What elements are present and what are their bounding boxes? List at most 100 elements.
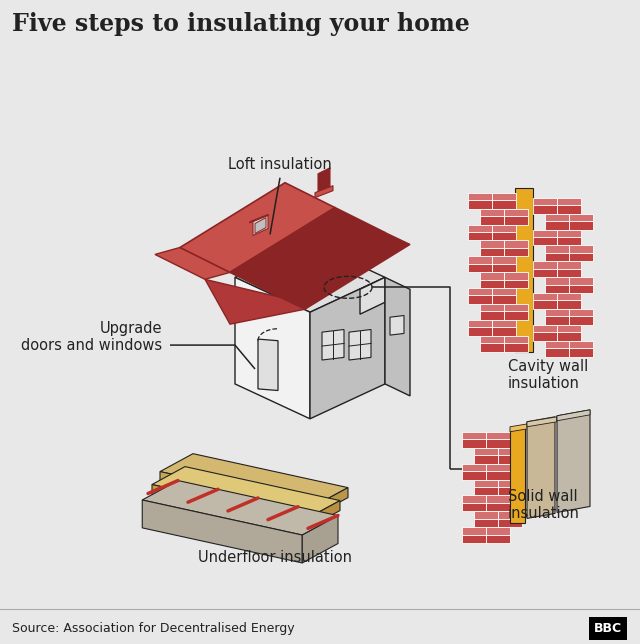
Polygon shape: [557, 261, 581, 269]
Polygon shape: [468, 256, 492, 263]
Polygon shape: [498, 455, 522, 464]
Polygon shape: [468, 320, 492, 327]
Polygon shape: [533, 229, 557, 237]
Polygon shape: [462, 439, 486, 448]
Polygon shape: [307, 500, 340, 529]
Polygon shape: [462, 471, 486, 480]
Polygon shape: [533, 269, 557, 278]
Polygon shape: [302, 516, 338, 563]
Polygon shape: [142, 500, 302, 563]
Polygon shape: [569, 316, 593, 325]
Polygon shape: [160, 453, 348, 506]
Polygon shape: [462, 464, 486, 471]
Polygon shape: [235, 278, 310, 419]
Polygon shape: [545, 214, 569, 221]
Polygon shape: [504, 343, 528, 352]
Polygon shape: [315, 185, 333, 198]
Text: BBC: BBC: [594, 622, 622, 636]
Polygon shape: [492, 289, 516, 296]
Polygon shape: [474, 487, 498, 495]
Polygon shape: [322, 330, 344, 360]
Polygon shape: [527, 417, 555, 518]
Polygon shape: [480, 209, 504, 216]
Polygon shape: [360, 278, 385, 314]
Text: Five steps to insulating your home: Five steps to insulating your home: [12, 12, 469, 36]
Polygon shape: [510, 422, 540, 431]
Polygon shape: [557, 325, 581, 332]
Polygon shape: [545, 245, 569, 252]
Polygon shape: [504, 312, 528, 320]
Polygon shape: [492, 320, 516, 327]
Polygon shape: [569, 221, 593, 229]
Polygon shape: [498, 448, 522, 455]
Polygon shape: [486, 535, 510, 544]
Polygon shape: [492, 296, 516, 304]
Polygon shape: [468, 200, 492, 209]
Polygon shape: [255, 218, 266, 234]
Polygon shape: [557, 205, 581, 214]
Polygon shape: [504, 279, 528, 289]
Polygon shape: [498, 487, 522, 495]
Polygon shape: [486, 527, 510, 535]
Polygon shape: [468, 263, 492, 272]
Polygon shape: [230, 207, 385, 298]
Polygon shape: [527, 417, 557, 427]
Polygon shape: [486, 431, 510, 439]
Text: Underfloor insulation: Underfloor insulation: [198, 550, 352, 565]
Polygon shape: [486, 439, 510, 448]
Polygon shape: [504, 304, 528, 312]
Polygon shape: [480, 279, 504, 289]
Polygon shape: [504, 216, 528, 225]
Polygon shape: [462, 527, 486, 535]
Polygon shape: [569, 348, 593, 357]
Polygon shape: [498, 518, 522, 527]
Polygon shape: [280, 232, 410, 309]
Polygon shape: [557, 293, 581, 301]
Text: Upgrade
doors and windows: Upgrade doors and windows: [21, 321, 162, 354]
Polygon shape: [557, 301, 581, 309]
Polygon shape: [504, 336, 528, 343]
Polygon shape: [480, 272, 504, 279]
Polygon shape: [533, 205, 557, 214]
Polygon shape: [569, 341, 593, 348]
Polygon shape: [468, 232, 492, 240]
Polygon shape: [545, 341, 569, 348]
Polygon shape: [533, 261, 557, 269]
Polygon shape: [480, 216, 504, 225]
Polygon shape: [468, 289, 492, 296]
Polygon shape: [545, 221, 569, 229]
Polygon shape: [557, 410, 590, 513]
Polygon shape: [486, 495, 510, 503]
Polygon shape: [480, 312, 504, 320]
Polygon shape: [253, 214, 268, 236]
Polygon shape: [486, 471, 510, 480]
Polygon shape: [492, 200, 516, 209]
Polygon shape: [152, 484, 307, 529]
Polygon shape: [480, 336, 504, 343]
Polygon shape: [545, 252, 569, 261]
Polygon shape: [474, 511, 498, 518]
Polygon shape: [569, 309, 593, 316]
Polygon shape: [504, 209, 528, 216]
Polygon shape: [533, 293, 557, 301]
Polygon shape: [557, 332, 581, 341]
Polygon shape: [474, 455, 498, 464]
Polygon shape: [510, 427, 525, 524]
Polygon shape: [462, 535, 486, 544]
Text: Loft insulation: Loft insulation: [228, 156, 332, 172]
Polygon shape: [545, 309, 569, 316]
Polygon shape: [462, 495, 486, 503]
Polygon shape: [504, 272, 528, 279]
Polygon shape: [390, 316, 404, 335]
Polygon shape: [160, 471, 315, 515]
Polygon shape: [152, 467, 340, 518]
Text: Source: Association for Decentralised Energy: Source: Association for Decentralised En…: [12, 622, 294, 636]
Polygon shape: [318, 168, 330, 193]
Polygon shape: [480, 240, 504, 248]
Polygon shape: [569, 214, 593, 221]
Polygon shape: [545, 278, 569, 285]
Polygon shape: [557, 269, 581, 278]
Polygon shape: [480, 343, 504, 352]
Polygon shape: [480, 248, 504, 256]
Polygon shape: [258, 339, 278, 390]
